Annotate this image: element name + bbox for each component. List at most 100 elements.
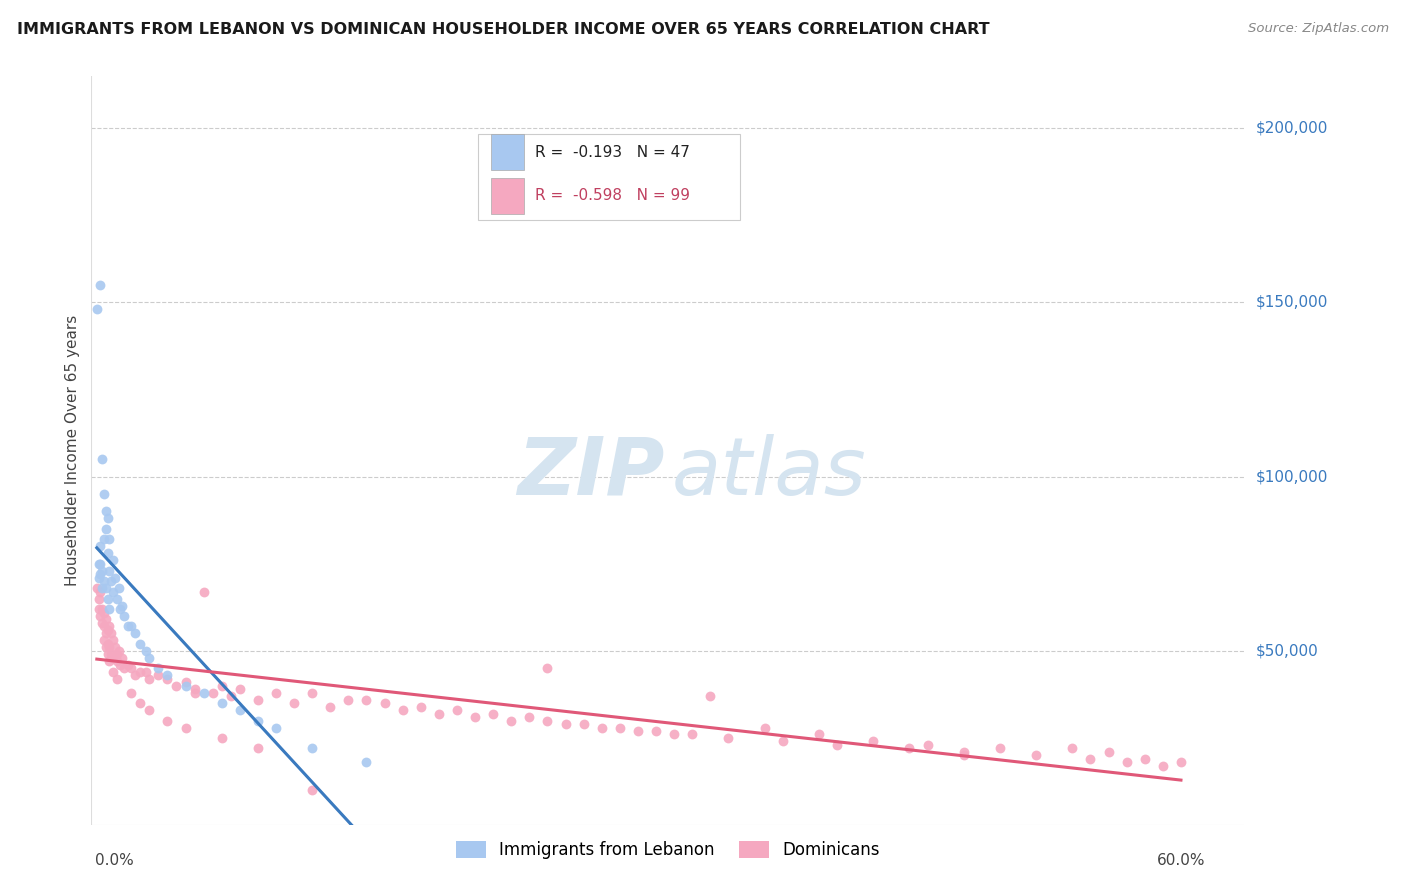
Point (98, 602, 121, 616)
Point (97, 637, 120, 651)
Point (100, 648, 122, 662)
FancyBboxPatch shape (492, 178, 524, 214)
Point (1080, 752, 1102, 766)
Point (1133, 752, 1156, 766)
Text: $150,000: $150,000 (1256, 295, 1327, 310)
Point (104, 640, 127, 655)
FancyBboxPatch shape (492, 135, 524, 170)
Y-axis label: Householder Income Over 65 years: Householder Income Over 65 years (65, 315, 80, 586)
Point (98, 640, 121, 655)
Point (952, 748, 974, 763)
Point (952, 745, 974, 759)
Text: 0.0%: 0.0% (96, 853, 134, 868)
Point (111, 599, 134, 613)
Point (536, 661, 558, 675)
Point (754, 721, 776, 735)
Point (93, 633, 115, 648)
Point (94, 626, 117, 640)
Point (193, 584, 215, 599)
Text: R =  -0.193   N = 47: R = -0.193 N = 47 (536, 145, 690, 160)
Point (391, 703, 413, 717)
Point (699, 689, 721, 703)
Point (229, 703, 252, 717)
Point (482, 706, 505, 721)
Point (156, 714, 179, 728)
Point (89, 277, 111, 292)
Text: 60.0%: 60.0% (1157, 853, 1205, 868)
Point (93, 574, 115, 589)
Point (138, 703, 160, 717)
Point (97, 511, 120, 525)
Point (93, 487, 115, 501)
Point (193, 686, 215, 700)
Point (93, 619, 115, 633)
Point (211, 731, 233, 745)
Point (211, 679, 233, 693)
Point (86, 302, 108, 317)
Point (124, 626, 146, 640)
Point (898, 741, 921, 756)
Point (100, 574, 122, 589)
Point (183, 686, 205, 700)
Point (105, 591, 128, 606)
Text: IMMIGRANTS FROM LEBANON VS DOMINICAN HOUSEHOLDER INCOME OVER 65 YEARS CORRELATIO: IMMIGRANTS FROM LEBANON VS DOMINICAN HOU… (17, 22, 990, 37)
Point (138, 650, 160, 665)
Point (98, 564, 121, 578)
Point (356, 756, 378, 770)
Point (91, 602, 114, 616)
Point (98, 533, 121, 547)
Point (1097, 745, 1119, 759)
Point (87, 557, 110, 571)
Point (156, 672, 179, 686)
Point (135, 644, 157, 658)
Text: $200,000: $200,000 (1256, 120, 1327, 136)
FancyBboxPatch shape (478, 134, 741, 219)
Point (94, 612, 117, 626)
Point (86, 581, 108, 595)
Point (89, 609, 111, 624)
Point (807, 727, 830, 741)
Point (988, 741, 1011, 756)
Point (464, 710, 486, 724)
Point (246, 714, 269, 728)
Point (664, 727, 686, 741)
Point (301, 686, 323, 700)
Point (246, 692, 269, 706)
Point (183, 682, 205, 697)
Point (174, 721, 197, 735)
Point (94, 504, 117, 518)
Point (129, 696, 152, 710)
Point (319, 699, 342, 714)
Point (91, 615, 114, 630)
Point (138, 672, 160, 686)
Point (101, 553, 124, 567)
Point (91, 452, 114, 467)
Point (301, 783, 323, 797)
Point (337, 692, 360, 706)
Point (501, 714, 523, 728)
Point (1115, 756, 1137, 770)
Point (124, 668, 146, 682)
Point (409, 699, 432, 714)
Point (825, 738, 848, 752)
Point (591, 721, 613, 735)
Point (681, 727, 703, 741)
Legend: Immigrants from Lebanon, Dominicans: Immigrants from Lebanon, Dominicans (449, 834, 887, 865)
Point (1152, 759, 1174, 773)
Point (120, 686, 142, 700)
Point (120, 619, 142, 633)
Point (219, 689, 242, 703)
Point (717, 731, 740, 745)
Text: R =  -0.598   N = 99: R = -0.598 N = 99 (536, 188, 690, 203)
Point (112, 661, 135, 675)
Point (283, 696, 305, 710)
Point (97, 648, 120, 662)
Point (87, 591, 110, 606)
Point (97, 591, 120, 606)
Point (156, 668, 179, 682)
Point (166, 679, 188, 693)
Point (201, 686, 224, 700)
Point (87, 571, 110, 585)
Point (129, 637, 152, 651)
Point (117, 619, 139, 633)
